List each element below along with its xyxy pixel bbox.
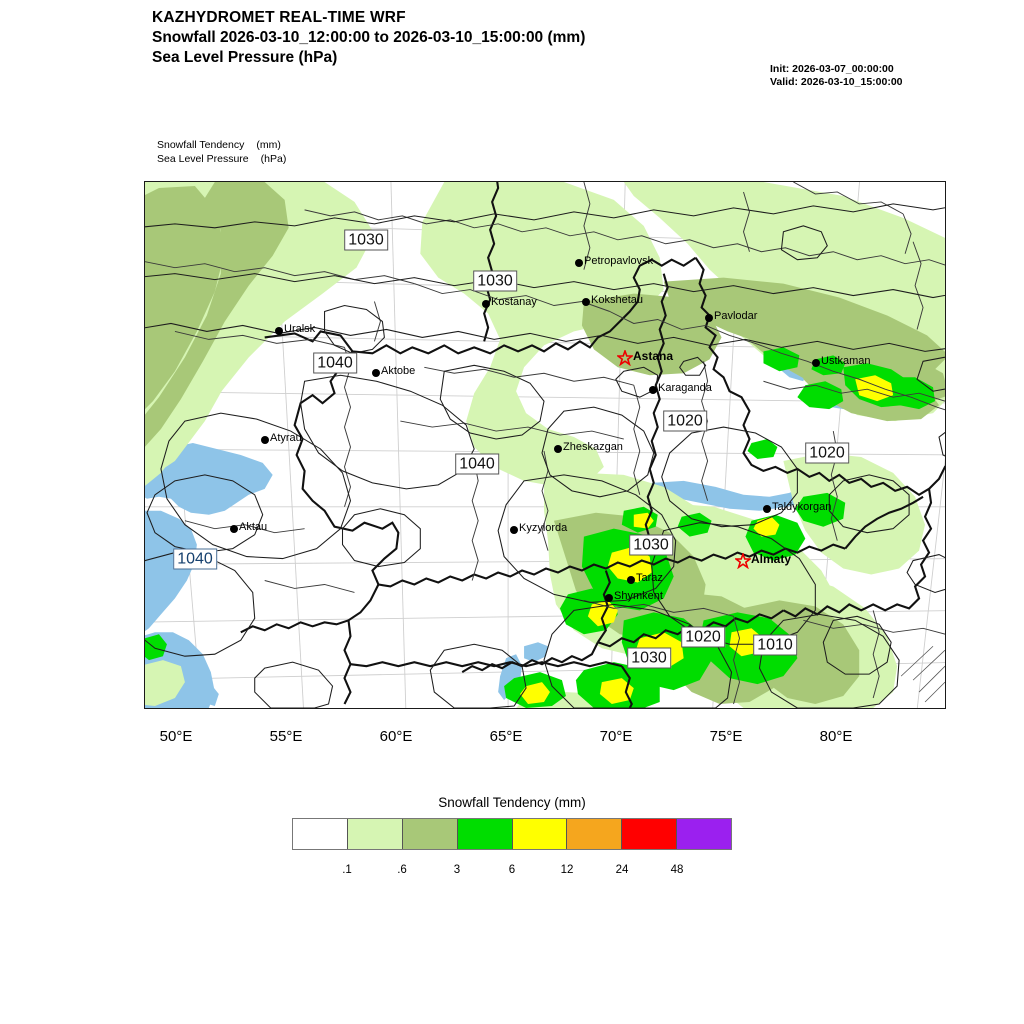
colorbar-boundary-label: 24 bbox=[615, 864, 629, 876]
lon-tick-label: 65°E bbox=[489, 728, 523, 745]
colorbar-segment-4[interactable] bbox=[512, 819, 568, 849]
national-borders bbox=[240, 182, 945, 708]
contour-label-1030: 1030 bbox=[629, 534, 673, 556]
contour-label-1040: 1040 bbox=[313, 352, 357, 374]
lon-tick-label: 80°E bbox=[819, 728, 853, 745]
init-time: Init: 2026-03-07_00:00:00 bbox=[770, 63, 894, 75]
colorbar-tick-labels: .1 .6 3 6 12 24 48 bbox=[292, 864, 732, 882]
contour-label-1040: 1040 bbox=[455, 453, 499, 475]
lon-tick-label: 55°E bbox=[269, 728, 303, 745]
water-bodies bbox=[145, 359, 850, 708]
field-legend-slp-name: Sea Level Pressure bbox=[157, 153, 249, 165]
title-block: KAZHYDROMET REAL-TIME WRF Snowfall 2026-… bbox=[152, 8, 585, 68]
colorbar-title: Snowfall Tendency (mm) bbox=[438, 795, 586, 810]
field-legend-snowfall-unit: (mm) bbox=[256, 139, 281, 151]
slp-contours bbox=[145, 203, 945, 708]
lon-tick-label: 75°E bbox=[709, 728, 743, 745]
internal-boundaries bbox=[145, 182, 945, 705]
colorbar-boundary-label: 48 bbox=[670, 864, 684, 876]
colorbar-segment-7[interactable] bbox=[677, 819, 731, 849]
colorbar-segment-0[interactable] bbox=[293, 819, 348, 849]
contour-label-1030: 1030 bbox=[627, 647, 671, 669]
colorbar-segment-1[interactable] bbox=[347, 819, 403, 849]
contour-labels-layer: 1030 1030 1040 1040 1040 1020 1020 1030 1020 1010… bbox=[145, 182, 945, 708]
colorbar-boundary-label: 3 bbox=[453, 864, 461, 876]
colorbar-boundary-label: .1 bbox=[342, 864, 352, 876]
field-legend: Snowfall Tendency (mm) Sea Level Pressure… bbox=[157, 138, 286, 166]
contour-label-1030: 1030 bbox=[344, 229, 388, 251]
lon-tick-label: 70°E bbox=[599, 728, 633, 745]
field-legend-row-snowfall: Snowfall Tendency (mm) bbox=[157, 138, 286, 152]
colorbar-boundary-label: 12 bbox=[560, 864, 574, 876]
field-legend-row-slp: Sea Level Pressure (hPa) bbox=[157, 152, 286, 166]
colorbar-segment-3[interactable] bbox=[457, 819, 513, 849]
contour-label-1010: 1010 bbox=[753, 634, 797, 656]
lon-tick-label: 50°E bbox=[159, 728, 193, 745]
colorbar-segment-5[interactable] bbox=[567, 819, 623, 849]
contour-label-1030: 1030 bbox=[473, 270, 517, 292]
snowfall-period-title: Snowfall 2026-03-10_12:00:00 to 2026-03-… bbox=[152, 29, 586, 46]
field-legend-snowfall-name: Snowfall Tendency bbox=[157, 139, 245, 151]
valid-time: Valid: 2026-03-10_15:00:00 bbox=[770, 76, 903, 88]
colorbar-boundary-label: 6 bbox=[508, 864, 516, 876]
contour-label-1020: 1020 bbox=[681, 626, 725, 648]
colorbar-segment-6[interactable] bbox=[622, 819, 678, 849]
contour-label-1020: 1020 bbox=[805, 442, 849, 464]
contour-label-1040: 1040 bbox=[173, 548, 217, 570]
colorbar[interactable] bbox=[292, 818, 732, 850]
slp-title: Sea Level Pressure (hPa) bbox=[152, 49, 338, 66]
lon-tick-label: 60°E bbox=[379, 728, 413, 745]
field-legend-slp-unit: (hPa) bbox=[260, 153, 287, 165]
run-metadata: Init: 2026-03-07_00:00:00 Valid: 2026-03… bbox=[770, 63, 903, 89]
terrain-hatch bbox=[900, 645, 945, 703]
contour-label-1020: 1020 bbox=[663, 410, 707, 432]
colorbar-boundary-label: .6 bbox=[397, 864, 407, 876]
colorbar-segment-2[interactable] bbox=[402, 819, 458, 849]
app-title: KAZHYDROMET REAL-TIME WRF bbox=[152, 9, 406, 26]
weather-map[interactable]: 54°N52°N50°N48°N46°N44°N42°N40°N38°N Pet… bbox=[144, 181, 946, 709]
